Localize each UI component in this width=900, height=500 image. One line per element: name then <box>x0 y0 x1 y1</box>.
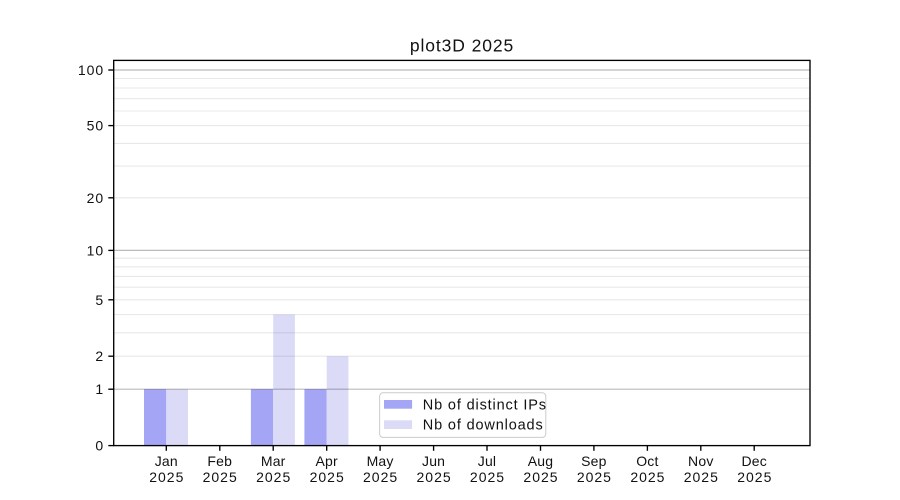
svg-text:Dec: Dec <box>741 453 767 469</box>
svg-text:2025: 2025 <box>684 469 719 485</box>
svg-text:2: 2 <box>95 348 104 364</box>
svg-text:2025: 2025 <box>630 469 665 485</box>
svg-text:May: May <box>367 453 394 469</box>
svg-text:Nov: Nov <box>688 453 714 469</box>
svg-text:Feb: Feb <box>207 453 232 469</box>
svg-text:Aug: Aug <box>528 453 554 469</box>
svg-text:Mar: Mar <box>261 453 286 469</box>
svg-text:Nb of distinct IPs: Nb of distinct IPs <box>423 397 547 413</box>
svg-text:2025: 2025 <box>417 469 452 485</box>
svg-text:Jun: Jun <box>422 453 445 469</box>
svg-text:Oct: Oct <box>636 453 658 469</box>
svg-text:Jul: Jul <box>478 453 497 469</box>
svg-text:2025: 2025 <box>149 469 184 485</box>
svg-text:0: 0 <box>95 438 104 454</box>
svg-text:2025: 2025 <box>310 469 345 485</box>
svg-text:Sep: Sep <box>581 453 607 469</box>
svg-text:2025: 2025 <box>523 469 558 485</box>
svg-text:2025: 2025 <box>256 469 291 485</box>
svg-text:2025: 2025 <box>737 469 772 485</box>
svg-text:Apr: Apr <box>316 453 339 469</box>
svg-text:1: 1 <box>95 381 104 397</box>
svg-text:100: 100 <box>78 62 104 78</box>
svg-text:10: 10 <box>87 242 105 258</box>
svg-text:Nb of downloads: Nb of downloads <box>423 418 544 434</box>
svg-text:20: 20 <box>87 190 105 206</box>
svg-text:2025: 2025 <box>470 469 505 485</box>
svg-text:2025: 2025 <box>363 469 398 485</box>
svg-text:plot3D 2025: plot3D 2025 <box>410 35 514 55</box>
svg-text:Jan: Jan <box>155 453 178 469</box>
svg-text:2025: 2025 <box>577 469 612 485</box>
svg-text:2025: 2025 <box>203 469 238 485</box>
svg-text:50: 50 <box>87 118 105 134</box>
svg-text:5: 5 <box>95 292 104 308</box>
